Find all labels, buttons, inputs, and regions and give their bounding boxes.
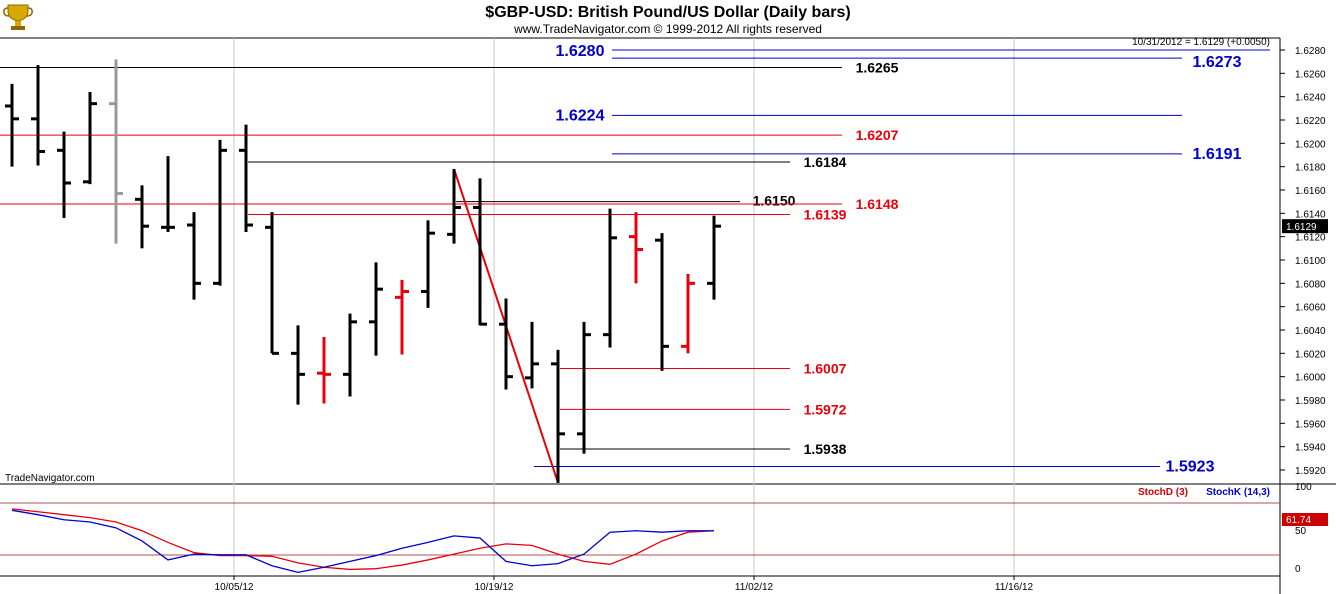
ohlc-bar bbox=[265, 212, 279, 355]
stochastic-panel: 100 50 0 61.74 bbox=[0, 482, 1328, 577]
level-label: 1.6207 bbox=[856, 127, 899, 143]
y-tick-label: 1.6120 bbox=[1295, 233, 1326, 244]
y-tick-label: 1.6040 bbox=[1295, 326, 1326, 337]
ohlc-bar bbox=[57, 131, 71, 218]
x-tick-label: 10/05/12 bbox=[215, 582, 254, 593]
y-tick-label: 1.6100 bbox=[1295, 256, 1326, 267]
ohlc-bar bbox=[551, 349, 565, 483]
y-tick-label: 1.6280 bbox=[1295, 46, 1326, 57]
y-tick-label: 1.6140 bbox=[1295, 209, 1326, 220]
level-label: 1.6148 bbox=[856, 196, 899, 212]
ohlc-bar bbox=[681, 274, 695, 354]
chart-title: $GBP-USD: British Pound/US Dollar (Daily… bbox=[485, 4, 850, 21]
y-tick-label: 1.6200 bbox=[1295, 139, 1326, 150]
legend-stochk: StochK (14,3) bbox=[1206, 487, 1270, 498]
ohlc-bar bbox=[629, 212, 643, 284]
ohlc-bar bbox=[499, 298, 513, 390]
level-label: 1.6139 bbox=[804, 207, 847, 223]
y-tick-label: 1.6240 bbox=[1295, 93, 1326, 104]
ohlc-bar bbox=[707, 215, 721, 300]
y-tick-label: 1.5940 bbox=[1295, 443, 1326, 454]
level-label: 1.6007 bbox=[804, 361, 847, 377]
logo-trophy-icon bbox=[3, 4, 33, 30]
copyright-text: www.TradeNavigator.com © 1999-2012 All r… bbox=[513, 22, 822, 36]
ohlc-bar bbox=[161, 156, 175, 232]
level-label: 1.5972 bbox=[804, 401, 847, 417]
stoch-last-label: 61.74 bbox=[1286, 515, 1311, 526]
last-price-box bbox=[1282, 219, 1328, 234]
stoch-y-tick: 100 bbox=[1295, 482, 1312, 493]
last-price-label: 1.6129 bbox=[1286, 222, 1317, 233]
x-tick-label: 11/16/12 bbox=[995, 582, 1034, 593]
y-tick-label: 1.6160 bbox=[1295, 186, 1326, 197]
ohlc-bar bbox=[577, 321, 591, 454]
level-label: 1.5938 bbox=[804, 441, 847, 457]
ohlc-bar bbox=[655, 233, 669, 371]
price-panel: 1.6280 1.6273 1.6265 1.6224 1.6207 1.6191 1.61… bbox=[0, 37, 1336, 594]
ohlc-bar bbox=[187, 212, 201, 300]
ohlc-bar bbox=[213, 139, 227, 286]
legend-stochd: StochD (3) bbox=[1138, 487, 1188, 498]
ohlc-bar bbox=[369, 262, 383, 356]
ohlc-bar bbox=[135, 185, 149, 249]
ohlc-bar bbox=[343, 313, 357, 397]
ohlc-bar bbox=[421, 220, 435, 308]
ohlc-bar bbox=[291, 325, 305, 405]
level-label: 1.6191 bbox=[1193, 146, 1242, 163]
ohlc-bar bbox=[109, 59, 123, 244]
ohlc-bar bbox=[239, 124, 253, 232]
stoch-line-d bbox=[11, 508, 715, 571]
stoch-line-k bbox=[11, 509, 714, 574]
level-label: 1.6150 bbox=[753, 193, 796, 209]
y-tick-label: 1.6020 bbox=[1295, 349, 1326, 360]
stoch-y-tick: 0 bbox=[1295, 564, 1301, 575]
level-label: 1.6265 bbox=[856, 60, 899, 76]
ohlc-bar bbox=[525, 321, 539, 389]
ohlc-bar bbox=[603, 208, 617, 348]
ohlc-bar bbox=[447, 169, 461, 244]
y-tick-label: 1.5960 bbox=[1295, 419, 1326, 430]
stoch-last-box bbox=[1282, 513, 1328, 526]
y-tick-label: 1.5920 bbox=[1295, 466, 1326, 477]
ohlc-bar bbox=[83, 92, 97, 185]
ohlc-bar bbox=[317, 337, 331, 404]
ohlc-bar bbox=[31, 65, 45, 166]
y-tick-label: 1.6260 bbox=[1295, 69, 1326, 80]
level-label: 1.6273 bbox=[1193, 54, 1242, 71]
y-tick-label: 1.6180 bbox=[1295, 163, 1326, 174]
level-label: 1.6184 bbox=[804, 154, 847, 170]
x-tick-label: 11/02/12 bbox=[735, 582, 774, 593]
ohlc-bar bbox=[473, 178, 487, 326]
x-tick-label: 10/19/12 bbox=[475, 582, 514, 593]
y-tick-label: 1.5980 bbox=[1295, 396, 1326, 407]
last-quote-text: 10/31/2012 = 1.6129 (+0.0050) bbox=[1132, 37, 1270, 48]
ohlc-bar bbox=[5, 83, 19, 167]
stoch-y-tick: 50 bbox=[1295, 526, 1307, 537]
y-tick-label: 1.6060 bbox=[1295, 303, 1326, 314]
ohlc-bar bbox=[395, 279, 409, 355]
level-label: 1.6224 bbox=[556, 107, 605, 124]
y-tick-label: 1.6080 bbox=[1295, 279, 1326, 290]
watermark-text: TradeNavigator.com bbox=[5, 473, 95, 484]
level-label: 1.5923 bbox=[1166, 459, 1215, 476]
y-tick-label: 1.6000 bbox=[1295, 373, 1326, 384]
y-tick-label: 1.6220 bbox=[1295, 116, 1326, 127]
level-label: 1.6280 bbox=[556, 43, 605, 60]
